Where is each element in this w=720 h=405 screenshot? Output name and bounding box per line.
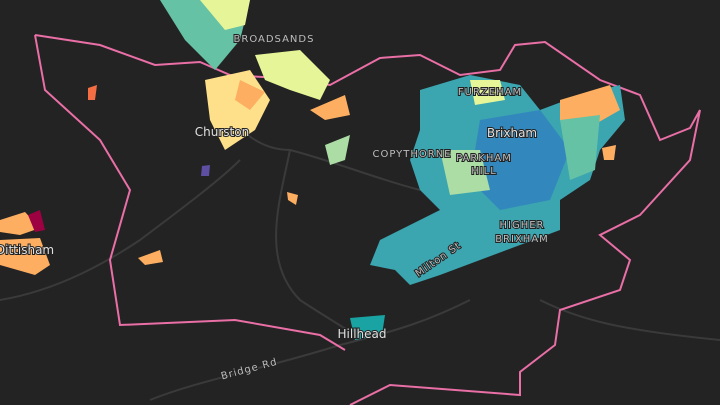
place-label: BRIXHAM [495,234,549,245]
place-label: PARKHAM [456,153,512,164]
place-label: Hillhead [338,327,387,341]
area [28,210,45,232]
place-label: Dittisham [0,243,54,257]
area [235,80,265,110]
boundary [34,34,701,405]
area [201,165,210,176]
area [470,110,570,210]
area [560,115,600,180]
place-label: Churston [195,125,249,139]
area [325,135,350,165]
place-label: COPYTHORNE [372,149,451,160]
area [350,315,385,340]
place-label: FURZEHAM [458,87,522,98]
area [0,238,50,275]
area [200,0,250,30]
area [287,192,298,205]
roads [0,79,720,401]
area [602,145,616,160]
place-label: Brixham [487,126,537,140]
area [88,85,97,100]
area [440,150,490,195]
areas [0,0,625,340]
area [138,250,163,265]
area [255,50,330,100]
area [310,95,350,120]
road [539,299,720,341]
place-label: HILL [471,166,497,177]
place-label: HIGHER [499,220,544,231]
road [275,149,361,341]
area [470,80,505,105]
road [0,159,241,301]
place-label: BROADSANDS [234,34,315,45]
road [149,299,471,401]
